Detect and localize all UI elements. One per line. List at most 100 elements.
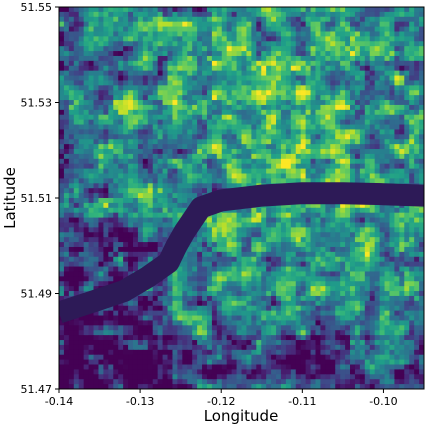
heatmap-cell	[98, 178, 104, 184]
heatmap-cell	[394, 21, 400, 28]
heatmap-cell	[172, 114, 178, 121]
heatmap-cell	[379, 36, 386, 42]
heatmap-cell	[300, 310, 307, 317]
heatmap-cell	[290, 7, 297, 13]
heatmap-cell	[359, 212, 366, 219]
heatmap-cell	[305, 149, 312, 155]
heatmap-cell	[221, 7, 228, 13]
heatmap-cell	[384, 261, 391, 268]
heatmap-cells	[59, 7, 424, 389]
heatmap-cell	[63, 202, 70, 209]
heatmap-cell	[231, 60, 238, 67]
heatmap-cell	[369, 256, 376, 263]
heatmap-cell	[359, 41, 366, 47]
heatmap-cell	[93, 315, 100, 322]
heatmap-cell	[276, 295, 282, 302]
heatmap-cell	[216, 55, 223, 62]
heatmap-cell	[197, 178, 203, 184]
heatmap-cell	[241, 139, 248, 145]
heatmap-cell	[305, 46, 312, 52]
heatmap-cell	[241, 315, 248, 322]
heatmap-cell	[187, 198, 193, 204]
heatmap-cell	[68, 46, 75, 52]
heatmap-cell	[108, 70, 114, 77]
heatmap-cell	[197, 36, 203, 42]
heatmap-cell	[93, 153, 100, 160]
heatmap-cell	[305, 114, 312, 121]
heatmap-cell	[414, 95, 420, 101]
heatmap-cell	[310, 207, 317, 214]
heatmap-cell	[152, 124, 159, 131]
heatmap-cell	[231, 129, 238, 135]
heatmap-cell	[414, 173, 420, 180]
heatmap-cell	[251, 168, 257, 175]
heatmap-cell	[132, 51, 139, 57]
heatmap-cell	[315, 80, 322, 86]
heatmap-cell	[63, 153, 70, 160]
heatmap-cell	[59, 80, 65, 86]
heatmap-cell	[88, 70, 95, 77]
heatmap-cell	[128, 163, 134, 170]
heatmap-cell	[364, 129, 371, 135]
heatmap-cell	[354, 11, 361, 18]
heatmap-cell	[305, 300, 312, 307]
heatmap-cell	[59, 153, 65, 160]
heatmap-cell	[221, 31, 228, 37]
heatmap-cell	[73, 261, 80, 268]
heatmap-cell	[305, 95, 312, 101]
heatmap-cell	[93, 168, 100, 175]
heatmap-cell	[394, 168, 400, 175]
heatmap-cell	[68, 51, 75, 57]
heatmap-cell	[236, 46, 243, 52]
heatmap-cell	[399, 11, 405, 18]
heatmap-cell	[374, 65, 381, 72]
heatmap-cell	[177, 295, 183, 302]
heatmap-cell	[345, 232, 351, 238]
heatmap-cell	[320, 286, 326, 292]
heatmap-cell	[211, 55, 218, 62]
heatmap-cell	[350, 315, 356, 322]
heatmap-cell	[211, 173, 218, 180]
heatmap-cell	[276, 207, 282, 214]
heatmap-cell	[364, 51, 371, 57]
heatmap-cell	[251, 60, 257, 67]
heatmap-cell	[350, 100, 356, 106]
heatmap-cell	[177, 16, 183, 23]
heatmap-cell	[132, 85, 139, 91]
heatmap-cell	[221, 104, 228, 111]
heatmap-cell	[182, 163, 188, 170]
heatmap-cell	[394, 325, 400, 331]
heatmap-cell	[409, 100, 415, 106]
heatmap-cell	[414, 217, 420, 224]
heatmap-cell	[192, 168, 198, 175]
heatmap-cell	[59, 55, 65, 62]
heatmap-cell	[206, 36, 213, 42]
heatmap-cell	[256, 295, 262, 302]
heatmap-cell	[300, 36, 307, 42]
heatmap-cell	[251, 55, 257, 62]
heatmap-cell	[354, 320, 361, 326]
heatmap-cell	[98, 325, 104, 331]
heatmap-cell	[172, 173, 178, 180]
heatmap-cell	[103, 168, 109, 175]
heatmap-cell	[123, 124, 129, 131]
heatmap-cell	[364, 55, 371, 62]
heatmap-cell	[108, 144, 114, 150]
heatmap-cell	[315, 315, 322, 322]
heatmap-cell	[137, 315, 144, 322]
heatmap-cell	[419, 212, 424, 219]
heatmap-cell	[369, 31, 376, 37]
heatmap-cell	[251, 266, 257, 273]
heatmap-cell	[137, 90, 144, 96]
heatmap-cell	[345, 286, 351, 292]
heatmap-cell	[276, 75, 282, 82]
heatmap-cell	[137, 242, 144, 248]
heatmap-cell	[103, 330, 109, 336]
heatmap-cell	[340, 90, 346, 96]
heatmap-cell	[276, 46, 282, 52]
heatmap-cell	[345, 31, 351, 37]
heatmap-cell	[202, 90, 208, 96]
heatmap-cell	[211, 139, 218, 145]
heatmap-cell	[305, 85, 312, 91]
heatmap-cell	[221, 144, 228, 150]
